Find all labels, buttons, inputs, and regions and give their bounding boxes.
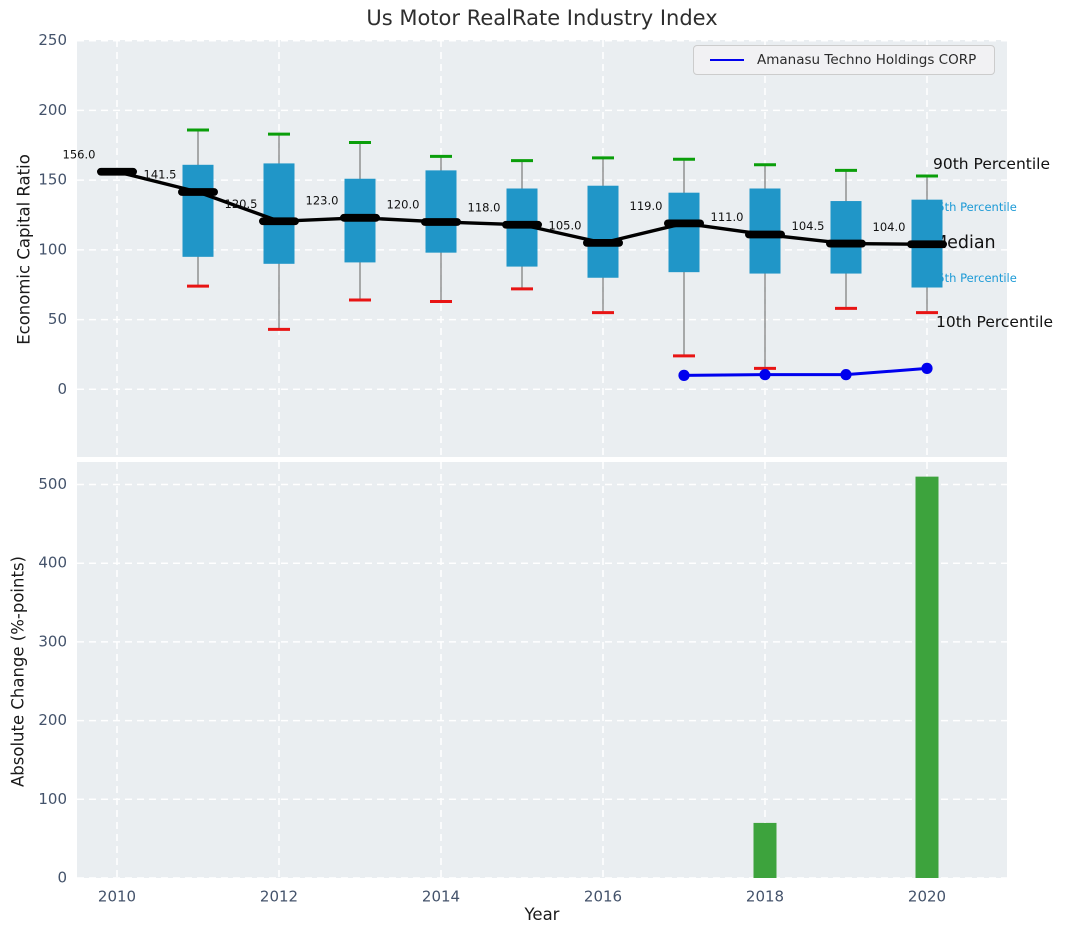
- company-line: [682, 366, 929, 377]
- xtick-2016: 2016: [584, 888, 622, 906]
- median-label-2013: 123.0: [306, 193, 339, 207]
- bottom-plot-area: [77, 462, 1007, 878]
- median-label-2018: 111.0: [711, 210, 744, 224]
- company-marker-2019: [840, 369, 852, 381]
- median-marker-2010: [97, 167, 137, 176]
- company-marker-2018: [759, 369, 771, 381]
- median-marker-2018: [745, 230, 785, 239]
- median-marker-2014: [421, 218, 461, 226]
- ytick-top-200: 200: [38, 101, 67, 119]
- xtick-2020: 2020: [908, 888, 946, 906]
- median-label-2014: 120.0: [387, 197, 420, 211]
- xtick-2018: 2018: [746, 888, 784, 906]
- median-marker-2015: [502, 220, 542, 229]
- ytick-bottom-0: 0: [57, 869, 67, 887]
- median-label-2017: 119.0: [630, 199, 663, 213]
- legend: Amanasu Techno Holdings CORP: [693, 45, 995, 75]
- annotation-90th-percentile: 90th Percentile: [933, 155, 1051, 173]
- ytick-bottom-400: 400: [38, 554, 67, 572]
- ytick-top-100: 100: [38, 240, 67, 258]
- median-label-2011: 141.5: [144, 167, 177, 181]
- annotation-25th-percentile: 25th Percentile: [930, 271, 1017, 285]
- legend-label: Amanasu Techno Holdings CORP: [757, 52, 977, 68]
- bar-2020: [915, 476, 939, 878]
- annotation-median: Median: [932, 233, 996, 253]
- box-2011: [182, 164, 214, 257]
- ytick-top-150: 150: [38, 171, 67, 189]
- median-label-2020: 104.0: [873, 220, 906, 234]
- median-marker-2019: [826, 239, 866, 248]
- median-marker-2011: [178, 188, 218, 196]
- median-marker-2012: [259, 217, 299, 226]
- ytick-bottom-500: 500: [38, 475, 67, 493]
- x-axis-label: Year: [524, 905, 560, 924]
- ytick-top-0: 0: [57, 380, 67, 398]
- company-marker-2020: [921, 362, 933, 374]
- annotation-10th-percentile: 10th Percentile: [936, 313, 1054, 331]
- chart-title: Us Motor RealRate Industry Index: [366, 6, 718, 30]
- xtick-2014: 2014: [422, 888, 460, 906]
- median-label-2016: 105.0: [549, 218, 582, 232]
- xtick-2010: 2010: [98, 888, 136, 906]
- ytick-bottom-100: 100: [38, 790, 67, 808]
- company-marker-2017: [678, 369, 690, 381]
- median-marker-2020: [907, 240, 947, 249]
- box-2019: [830, 201, 862, 274]
- median-marker-2017: [664, 219, 704, 228]
- median-label-2010: 156.0: [63, 147, 96, 161]
- median-marker-2016: [583, 238, 623, 247]
- median-label-2012: 120.5: [225, 197, 258, 211]
- ytick-top-250: 250: [38, 31, 67, 49]
- legend-line-icon: [710, 59, 744, 61]
- ytick-top-50: 50: [48, 310, 67, 328]
- bar-2018: [753, 822, 777, 878]
- ytick-bottom-300: 300: [38, 632, 67, 650]
- median-marker-2013: [340, 213, 380, 222]
- xtick-2012: 2012: [260, 888, 298, 906]
- annotation-75th-percentile: 75th Percentile: [930, 200, 1017, 214]
- box-2014: [425, 170, 457, 253]
- ytick-bottom-200: 200: [38, 711, 67, 729]
- box-2016: [587, 185, 619, 278]
- box-2017: [668, 192, 700, 273]
- median-label-2015: 118.0: [468, 200, 501, 214]
- box-2012: [263, 163, 295, 264]
- median-label-2019: 104.5: [792, 219, 825, 233]
